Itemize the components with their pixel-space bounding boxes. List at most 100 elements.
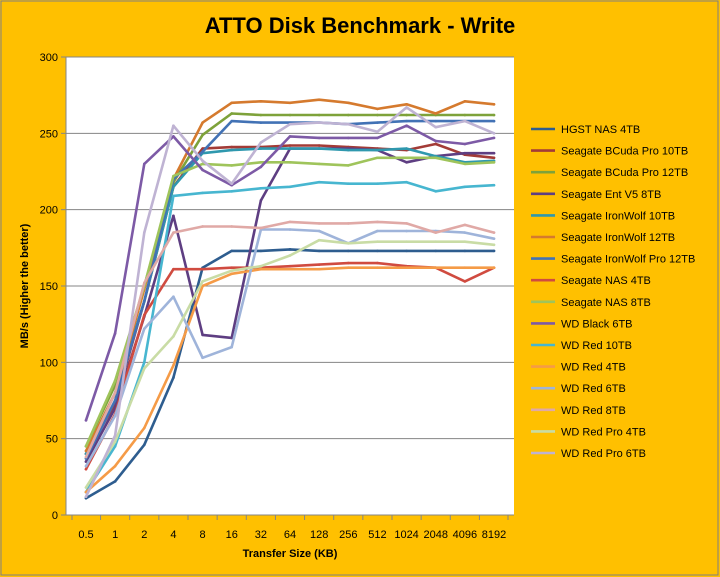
data-point [376, 136, 379, 140]
x-tick-label: 4096 [453, 529, 477, 541]
data-point [492, 161, 496, 164]
data-point [259, 199, 263, 202]
data-point [463, 99, 467, 103]
data-point [259, 264, 263, 268]
legend-item: WD Red Pro 6TB [531, 448, 646, 460]
data-point [142, 299, 146, 303]
data-point [113, 399, 117, 402]
x-tick-label: 32 [255, 529, 267, 541]
data-point [346, 249, 350, 253]
y-tick-label: 50 [46, 434, 58, 446]
data-point [492, 249, 496, 253]
legend-label: HGST NAS 4TB [561, 124, 640, 136]
data-point [84, 419, 88, 422]
data-point [405, 180, 408, 184]
data-point [84, 486, 88, 489]
data-point [288, 248, 292, 251]
data-point [142, 162, 146, 166]
data-point [201, 225, 204, 228]
data-point [346, 222, 350, 225]
legend-label: Seagate IronWolf 10TB [561, 210, 675, 222]
data-point [434, 119, 438, 123]
data-point [346, 261, 350, 265]
data-point [259, 249, 263, 253]
data-point [259, 99, 263, 103]
legend-item: Seagate IronWolf Pro 12TB [531, 254, 695, 266]
x-tick-label: 2048 [423, 529, 447, 541]
data-point [113, 379, 117, 382]
data-point [230, 345, 234, 349]
data-point [288, 144, 292, 147]
legend-label: Seagate NAS 8TB [561, 297, 651, 309]
x-axis-label: Transfer Size (KB) [243, 548, 338, 560]
y-tick-label: 200 [40, 205, 58, 217]
x-tick-label: 1024 [394, 529, 418, 541]
data-point [346, 148, 350, 152]
data-point [172, 267, 175, 271]
data-point [346, 113, 350, 117]
data-point [113, 480, 117, 483]
data-point [230, 145, 234, 149]
x-tick-label: 8192 [482, 529, 506, 541]
data-point [376, 240, 379, 244]
data-point [376, 261, 379, 265]
data-point [84, 495, 88, 498]
data-point [492, 243, 496, 247]
data-point [376, 220, 379, 224]
x-tick-label: 256 [339, 529, 357, 541]
x-tick-label: 64 [284, 529, 296, 541]
legend-label: Seagate Ent V5 8TB [561, 189, 661, 201]
legend-item: WD Red 8TB [531, 405, 626, 417]
legend: HGST NAS 4TB Seagate BCuda Pro 10TB Seagat… [531, 124, 695, 460]
data-point [288, 220, 292, 224]
data-point [463, 280, 467, 283]
data-point [492, 156, 496, 160]
data-point [288, 254, 292, 257]
data-point [405, 147, 408, 150]
data-point [142, 367, 146, 370]
x-tick-label: 8 [200, 529, 206, 541]
data-point [259, 121, 263, 124]
data-point [376, 148, 379, 152]
data-point [492, 237, 496, 240]
data-point [288, 161, 292, 164]
data-point [230, 272, 234, 276]
data-point [288, 228, 292, 231]
data-point [201, 121, 204, 124]
data-point [346, 241, 350, 245]
data-point [172, 376, 175, 379]
data-point [288, 185, 292, 189]
data-point [113, 434, 117, 437]
data-point [463, 142, 467, 146]
data-point [288, 267, 292, 271]
data-point [201, 356, 204, 360]
data-point [405, 119, 408, 123]
data-point [230, 190, 234, 193]
legend-item: WD Red 10TB [531, 340, 632, 352]
data-point [463, 223, 467, 227]
data-point [317, 144, 321, 147]
data-point [376, 130, 379, 134]
data-point [288, 101, 292, 105]
data-point [230, 266, 234, 269]
data-point [376, 121, 379, 124]
legend-item: HGST NAS 4TB [531, 124, 640, 136]
legend-label: WD Red 8TB [561, 405, 626, 417]
data-point [172, 174, 175, 178]
legend-label: WD Red Pro 6TB [561, 448, 646, 460]
data-point [463, 113, 467, 117]
data-point [259, 226, 263, 230]
data-point [288, 122, 292, 126]
data-point [201, 333, 204, 337]
data-point [376, 107, 379, 111]
data-point [492, 103, 496, 106]
data-point [259, 161, 263, 164]
data-point [434, 266, 438, 269]
data-point [230, 269, 234, 273]
data-point [463, 266, 467, 269]
y-tick-label: 250 [40, 128, 58, 140]
x-tick-label: 2 [141, 529, 147, 541]
data-point [84, 455, 88, 459]
data-point [142, 281, 146, 285]
